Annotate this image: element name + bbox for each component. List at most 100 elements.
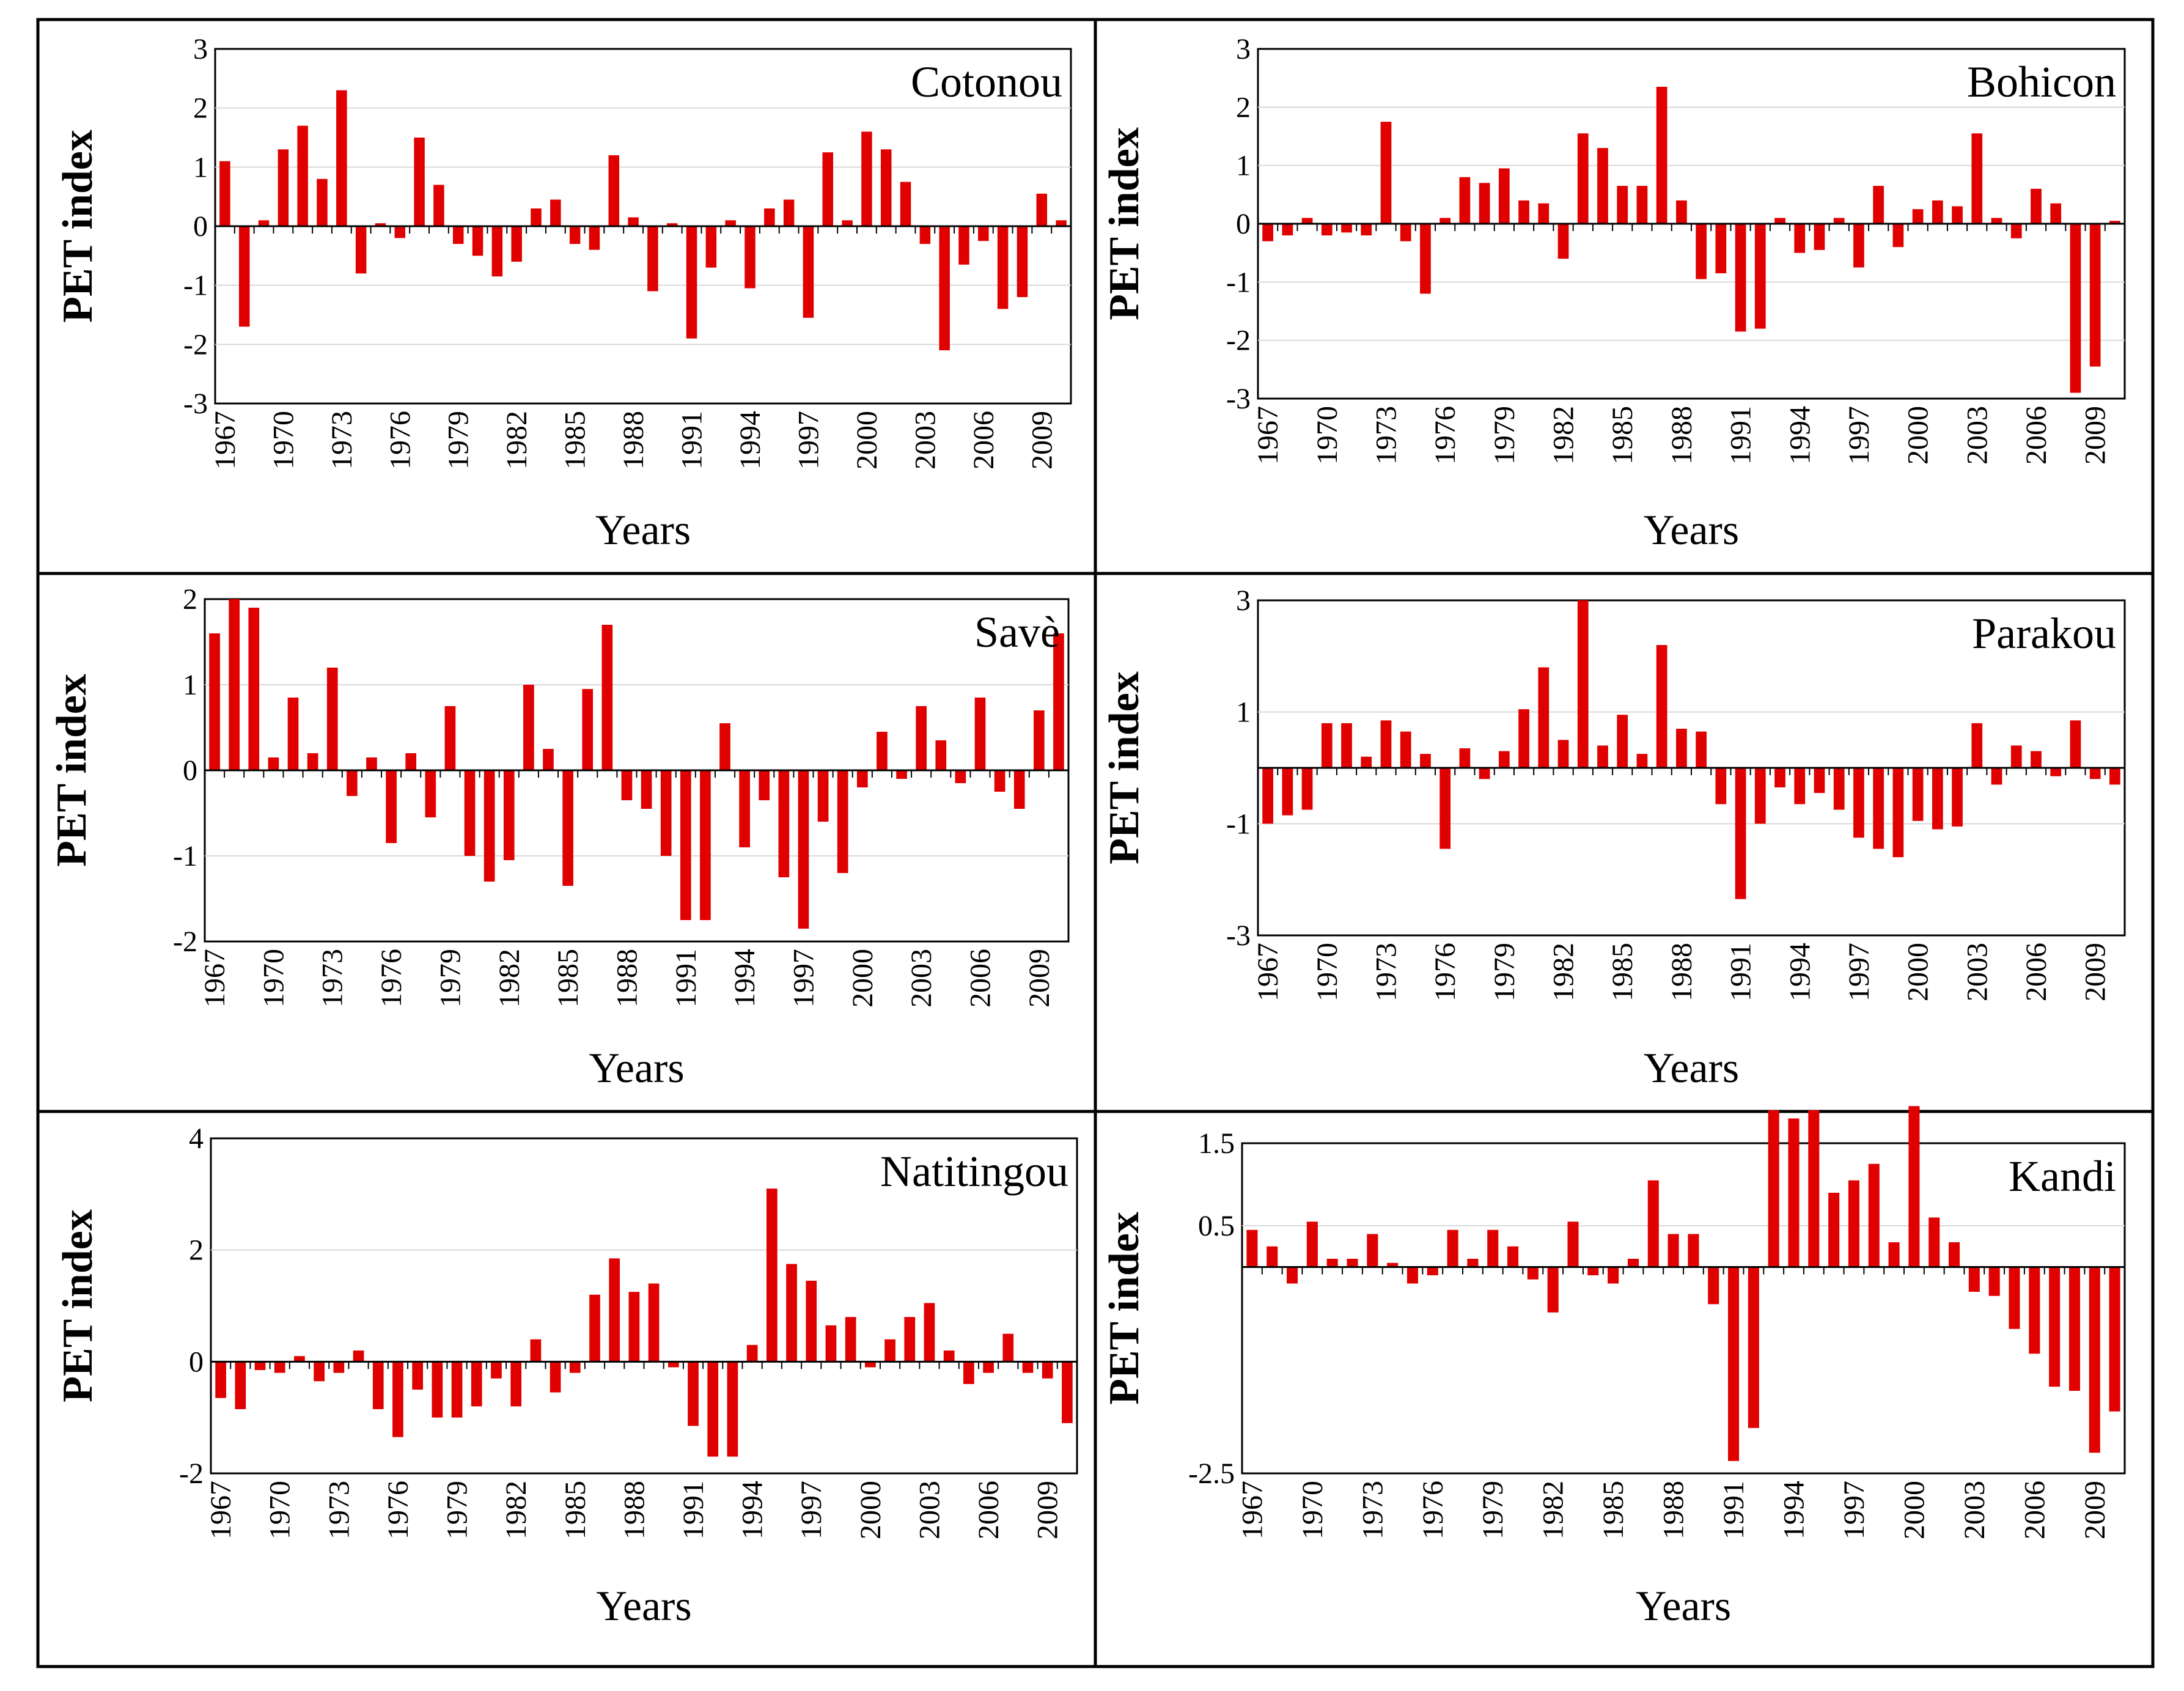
y-tick-label: 3 bbox=[193, 33, 208, 65]
bar-1983 bbox=[1578, 600, 1589, 768]
x-tick-label: 1988 bbox=[1666, 406, 1698, 465]
bar-1990 bbox=[661, 770, 672, 856]
bar-1981 bbox=[1538, 204, 1549, 224]
bar-1996 bbox=[786, 1264, 797, 1362]
bar-2004 bbox=[935, 740, 946, 770]
bar-1982 bbox=[1558, 224, 1569, 259]
bar-1967 bbox=[1246, 1230, 1257, 1267]
y-tick-label: -2 bbox=[173, 926, 197, 958]
y-tick-label: 0.5 bbox=[1198, 1210, 1235, 1242]
bar-1993 bbox=[1774, 768, 1785, 787]
y-tick-label: -3 bbox=[1226, 383, 1251, 415]
bar-1979 bbox=[1487, 1230, 1498, 1267]
bar-1993 bbox=[1768, 1110, 1779, 1267]
bar-2009 bbox=[2090, 224, 2101, 367]
bar-1989 bbox=[1696, 732, 1707, 768]
x-tick-label: 2000 bbox=[1898, 1481, 1930, 1539]
bar-2000 bbox=[861, 131, 872, 226]
bar-1988 bbox=[1676, 201, 1687, 224]
y-tick-label: 1 bbox=[1236, 696, 1251, 729]
bar-2007 bbox=[2050, 768, 2061, 776]
x-tick-label: 1976 bbox=[1429, 406, 1462, 465]
bar-1991 bbox=[1735, 768, 1746, 899]
bar-2009 bbox=[1037, 194, 1048, 226]
y-tick-label: 1.5 bbox=[1198, 1127, 1235, 1160]
bar-2000 bbox=[1913, 768, 1924, 821]
bar-2009 bbox=[2090, 768, 2101, 779]
chart-title: Kandi bbox=[2009, 1152, 2116, 1201]
bar-1970 bbox=[1307, 1221, 1318, 1267]
bar-1972 bbox=[317, 179, 328, 226]
chart-title: Bohicon bbox=[1967, 57, 2116, 106]
bar-1994 bbox=[745, 226, 756, 289]
bar-1969 bbox=[255, 1361, 266, 1370]
bar-1980 bbox=[471, 1361, 482, 1406]
bar-1972 bbox=[307, 753, 318, 770]
x-tick-label: 1985 bbox=[1597, 1481, 1630, 1539]
bar-1974 bbox=[1400, 224, 1411, 241]
x-tick-label: 2003 bbox=[1958, 1481, 1991, 1539]
bar-1996 bbox=[779, 770, 790, 877]
x-tick-label: 1982 bbox=[500, 1481, 532, 1539]
x-tick-label: 2003 bbox=[909, 411, 941, 470]
bar-1986 bbox=[589, 1295, 600, 1362]
bar-1985 bbox=[562, 770, 573, 886]
x-tick-label: 1973 bbox=[317, 949, 349, 1008]
bar-1987 bbox=[1656, 645, 1667, 768]
y-tick-label: 2 bbox=[189, 1234, 204, 1267]
x-tick-label: 2003 bbox=[1961, 406, 1993, 465]
x-tick-label: 1973 bbox=[1370, 943, 1402, 1001]
bar-1983 bbox=[531, 208, 542, 226]
x-tick-label: 1976 bbox=[382, 1481, 414, 1539]
x-tick-label: 1994 bbox=[734, 411, 767, 470]
x-tick-label: 1970 bbox=[1311, 943, 1344, 1001]
bar-1989 bbox=[1688, 1234, 1699, 1267]
bar-2005 bbox=[958, 226, 969, 265]
bar-1988 bbox=[622, 770, 633, 800]
bar-1969 bbox=[1287, 1267, 1298, 1284]
bar-1967 bbox=[1262, 224, 1273, 241]
bar-1984 bbox=[1587, 1267, 1598, 1276]
bar-1978 bbox=[1479, 183, 1490, 224]
x-tick-label: 2006 bbox=[2020, 406, 2053, 465]
y-tick-label: 0 bbox=[183, 754, 197, 787]
bar-1985 bbox=[570, 1361, 581, 1372]
x-axis-title: Years bbox=[1644, 507, 1739, 554]
bar-1994 bbox=[1794, 224, 1805, 253]
x-tick-label: 2009 bbox=[2079, 1481, 2111, 1539]
x-tick-label: 1970 bbox=[1311, 406, 1344, 465]
bar-1971 bbox=[288, 698, 299, 770]
y-tick-label: -3 bbox=[183, 388, 208, 420]
bar-1990 bbox=[1715, 768, 1726, 804]
bar-1979 bbox=[1499, 751, 1510, 768]
x-tick-label: 1967 bbox=[1236, 1481, 1268, 1539]
bar-1968 bbox=[1282, 224, 1293, 235]
bar-1973 bbox=[327, 668, 338, 770]
y-tick-label: -1 bbox=[1226, 808, 1251, 840]
x-tick-label: 1997 bbox=[1843, 406, 1875, 465]
x-tick-label: 1979 bbox=[1488, 406, 1521, 465]
bar-1985 bbox=[1608, 1267, 1619, 1284]
chart-title: Cotonou bbox=[911, 57, 1062, 106]
bar-2005 bbox=[2009, 1267, 2020, 1329]
bar-1977 bbox=[414, 138, 425, 226]
bar-2003 bbox=[1971, 723, 1982, 768]
bar-1982 bbox=[1548, 1267, 1559, 1313]
bar-1968 bbox=[1282, 768, 1293, 816]
chart-panel-natitingou: -20241967 1970 1973 1976 1979 1982 1985 1988 199… bbox=[54, 1122, 1077, 1630]
bar-1979 bbox=[1499, 168, 1510, 224]
bar-2006 bbox=[2031, 189, 2042, 224]
x-tick-label: 2000 bbox=[847, 949, 879, 1008]
bar-2010 bbox=[2109, 1267, 2120, 1412]
bar-2008 bbox=[1014, 770, 1025, 809]
bar-1974 bbox=[356, 226, 367, 273]
bar-1970 bbox=[274, 1361, 285, 1372]
bar-2008 bbox=[2070, 720, 2081, 768]
bar-2005 bbox=[2011, 745, 2022, 768]
x-tick-label: 1970 bbox=[1296, 1481, 1329, 1539]
bar-1972 bbox=[1361, 757, 1372, 768]
bar-1978 bbox=[432, 1361, 443, 1417]
bar-1981 bbox=[1528, 1267, 1539, 1280]
bar-1967 bbox=[1262, 768, 1273, 823]
bar-2002 bbox=[904, 1317, 915, 1361]
